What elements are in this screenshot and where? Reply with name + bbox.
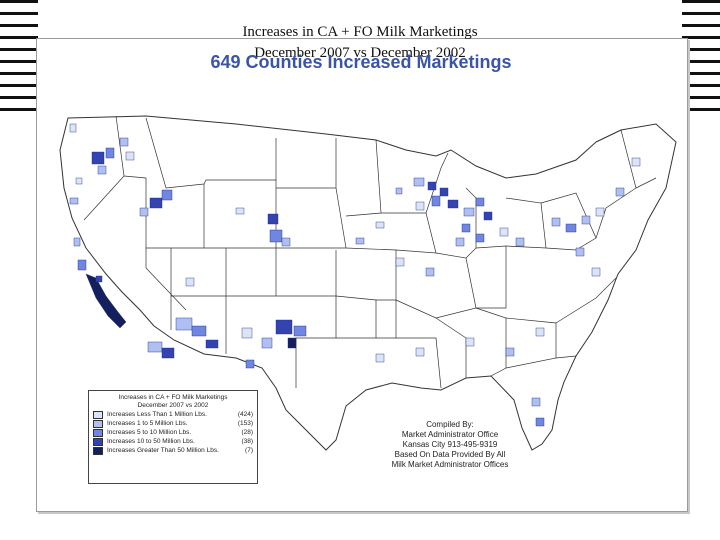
state-boundaries <box>83 115 657 389</box>
decorative-stripes-left <box>0 0 38 120</box>
legend-swatch-2 <box>93 419 103 428</box>
legend-swatch-5 <box>93 446 103 455</box>
legend-item-5: Increases Greater Than 50 Million Lbs. (… <box>89 446 257 455</box>
decorative-stripes-right <box>682 0 720 120</box>
slide-title-line-2: December 2007 vs December 2002 <box>254 45 466 61</box>
credit-block: Compiled By: Market Administrator Office… <box>360 420 540 470</box>
slide-title-line-1: Increases in CA + FO Milk Marketings <box>242 24 478 40</box>
legend-title: Increases in CA + FO Milk Marketings Dec… <box>89 394 257 410</box>
legend-title-line-2: December 2007 vs 2002 <box>137 402 209 409</box>
credit-line-4: Based On Data Provided By All <box>394 450 506 459</box>
legend-count-4: (38) <box>241 438 253 445</box>
legend-swatch-4 <box>93 437 103 446</box>
county-fills <box>69 123 641 427</box>
legend-item-2: Increases 1 to 5 Million Lbs. (153) <box>89 419 257 428</box>
legend-swatch-1 <box>93 410 103 419</box>
credit-line-3: Kansas City 913-495-9319 <box>402 440 498 449</box>
legend-item-4: Increases 10 to 50 Million Lbs. (38) <box>89 437 257 446</box>
us-county-map <box>59 115 677 451</box>
legend-label-2: Increases 1 to 5 Million Lbs. <box>107 420 188 427</box>
legend-title-line-1: Increases in CA + FO Milk Marketings <box>118 394 228 401</box>
legend-label-3: Increases 5 to 10 Million Lbs. <box>107 429 192 436</box>
legend-count-5: (7) <box>245 447 253 454</box>
legend-count-3: (28) <box>241 429 253 436</box>
legend-label-4: Increases 10 to 50 Million Lbs. <box>107 438 195 445</box>
credit-line-2: Market Administrator Office <box>401 430 499 439</box>
legend-item-1: Increases Less Than 1 Million Lbs. (424) <box>89 410 257 419</box>
legend-label-1: Increases Less Than 1 Million Lbs. <box>107 411 207 418</box>
legend-item-3: Increases 5 to 10 Million Lbs. (28) <box>89 428 257 437</box>
slide-title: Increases in CA + FO Milk Marketings Dec… <box>0 22 720 64</box>
credit-line-1: Compiled By: <box>426 420 474 429</box>
legend-swatch-3 <box>93 428 103 437</box>
credit-line-5: Milk Market Administrator Offices <box>391 460 509 469</box>
legend-count-1: (424) <box>237 411 253 418</box>
legend-count-2: (153) <box>237 420 253 427</box>
map-heading: 649 Counties Increased Marketings <box>210 52 512 72</box>
map-legend: Increases in CA + FO Milk Marketings Dec… <box>88 390 258 484</box>
us-outline <box>59 115 677 451</box>
legend-label-5: Increases Greater Than 50 Million Lbs. <box>107 447 219 454</box>
